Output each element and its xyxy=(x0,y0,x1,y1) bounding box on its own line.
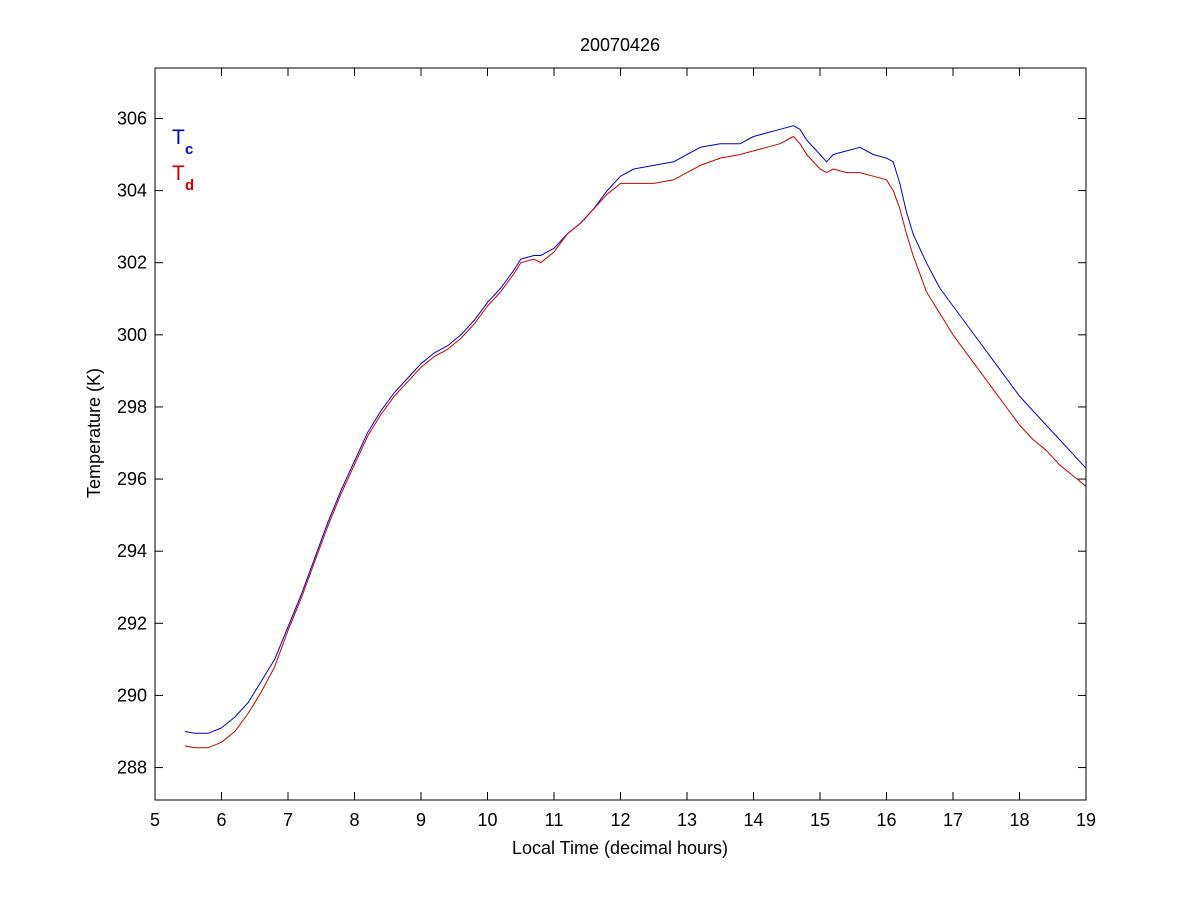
x-tick-label: 18 xyxy=(1009,810,1029,830)
x-tick-label: 14 xyxy=(743,810,763,830)
series-line-t-d xyxy=(184,136,1087,749)
y-tick-label: 294 xyxy=(117,541,147,561)
legend-symbol: T xyxy=(172,126,185,149)
y-tick-label: 296 xyxy=(117,469,147,489)
x-tick-label: 19 xyxy=(1076,810,1096,830)
legend-entry-t-c: Tc xyxy=(172,126,193,158)
legend-subscript: c xyxy=(185,141,193,158)
chart-title: 20070426 xyxy=(580,35,660,55)
x-tick-label: 13 xyxy=(677,810,697,830)
x-tick-label: 8 xyxy=(349,810,359,830)
legend-entry-t-d: Td xyxy=(172,162,194,194)
y-tick-label: 292 xyxy=(117,613,147,633)
series-lines xyxy=(184,125,1087,749)
y-tick-label: 304 xyxy=(117,181,147,201)
y-tick-label: 300 xyxy=(117,325,147,345)
x-axis-label: Local Time (decimal hours) xyxy=(512,838,728,858)
y-tick-label: 302 xyxy=(117,253,147,273)
x-tick-label: 15 xyxy=(810,810,830,830)
x-tick-label: 12 xyxy=(610,810,630,830)
legend-symbol: T xyxy=(172,162,185,185)
y-tick-label: 298 xyxy=(117,397,147,417)
x-tick-label: 11 xyxy=(545,810,564,830)
x-tick-label: 10 xyxy=(477,810,497,830)
x-tick-label: 5 xyxy=(150,810,160,830)
x-tick-label: 17 xyxy=(943,810,963,830)
y-tick-label: 306 xyxy=(117,108,147,128)
x-tick-label: 16 xyxy=(876,810,896,830)
axis-ticks: 5 6 7 8 9 10 11 12 13 14 15 16 17 18 19 288 290 292 294 296… xyxy=(117,68,1096,830)
x-tick-label: 9 xyxy=(416,810,426,830)
legend-subscript: d xyxy=(185,177,194,194)
x-tick-label: 6 xyxy=(216,810,226,830)
y-tick-label: 288 xyxy=(117,758,147,778)
y-tick-label: 290 xyxy=(117,685,147,705)
series-line-t-c xyxy=(184,125,1087,734)
y-axis-label: Temperature (K) xyxy=(84,368,104,498)
x-tick-label: 7 xyxy=(283,810,293,830)
plot-frame xyxy=(154,67,1087,801)
